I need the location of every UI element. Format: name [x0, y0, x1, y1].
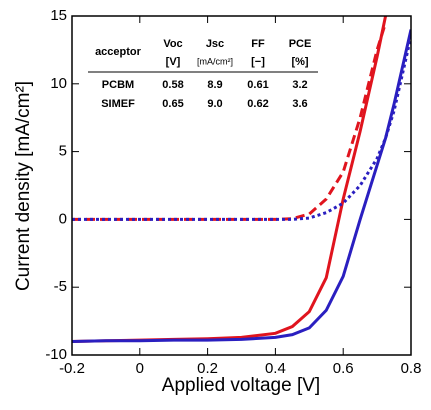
table-cell: 9.0	[207, 98, 222, 110]
y-tick-label: 15	[50, 7, 67, 24]
table-cell: SIMEF	[101, 98, 135, 110]
x-tick-label: 0.6	[333, 360, 354, 377]
y-tick-label: 10	[50, 75, 67, 92]
table-unit: [mA/cm²]	[197, 56, 233, 66]
table-header: PCE	[289, 38, 312, 50]
table-cell: 3.6	[292, 98, 307, 110]
y-tick-label: 5	[59, 143, 67, 160]
table-header: Jsc	[206, 38, 224, 50]
table-cell: 0.65	[162, 98, 183, 110]
table-cell: 0.58	[162, 79, 183, 91]
y-tick-label: -10	[45, 346, 67, 363]
y-tick-label: -5	[54, 278, 67, 295]
table-unit: [−]	[251, 56, 265, 68]
plot-frame	[71, 15, 412, 356]
x-tick-label: 0	[136, 360, 144, 377]
table-unit: [%]	[291, 56, 308, 68]
table-cell: 8.9	[207, 79, 222, 91]
x-tick-label: -0.2	[59, 360, 85, 377]
x-tick-label: 0.2	[197, 360, 218, 377]
y-tick-label: 0	[59, 210, 67, 227]
table-cell: 0.61	[247, 79, 268, 91]
x-tick-label: 0.8	[401, 360, 422, 377]
x-axis-title: Applied voltage [V]	[162, 375, 320, 396]
curve	[72, 36, 411, 221]
table-header: Voc	[163, 38, 182, 50]
table-unit: [V]	[166, 56, 181, 68]
table-header: acceptor	[95, 46, 142, 58]
y-axis-title: Current density [mA/cm²]	[13, 81, 34, 291]
curve	[72, 29, 411, 343]
table-cell: 0.62	[247, 98, 268, 110]
table-cell: PCBM	[102, 79, 134, 91]
table-header: FF	[251, 38, 265, 50]
table-cell: 3.2	[292, 79, 307, 91]
x-tick-label: 0.4	[265, 360, 286, 377]
